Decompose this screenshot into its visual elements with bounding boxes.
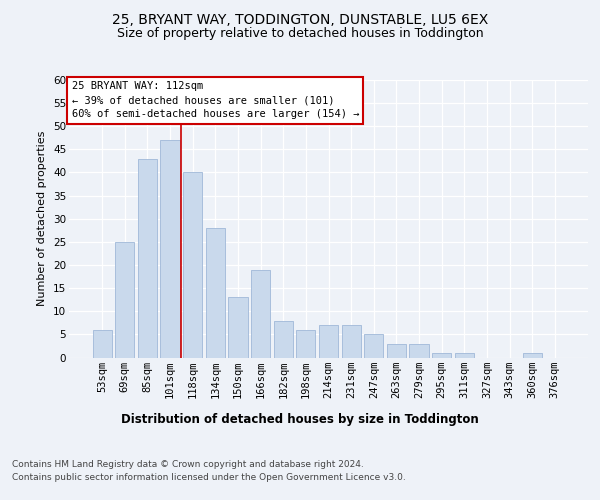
Bar xyxy=(115,242,134,358)
Bar xyxy=(523,353,542,358)
Text: Contains HM Land Registry data © Crown copyright and database right 2024.: Contains HM Land Registry data © Crown c… xyxy=(12,460,364,469)
Bar xyxy=(455,353,474,358)
Text: 25, BRYANT WAY, TODDINGTON, DUNSTABLE, LU5 6EX: 25, BRYANT WAY, TODDINGTON, DUNSTABLE, L… xyxy=(112,12,488,26)
Text: Distribution of detached houses by size in Toddington: Distribution of detached houses by size … xyxy=(121,412,479,426)
Bar xyxy=(206,228,225,358)
Bar xyxy=(387,344,406,357)
Bar xyxy=(92,330,112,357)
Text: Size of property relative to detached houses in Toddington: Size of property relative to detached ho… xyxy=(116,28,484,40)
Bar xyxy=(251,270,270,358)
Text: Contains public sector information licensed under the Open Government Licence v3: Contains public sector information licen… xyxy=(12,473,406,482)
Bar xyxy=(341,325,361,358)
Bar xyxy=(296,330,316,357)
Bar xyxy=(432,353,451,358)
Bar xyxy=(138,158,157,358)
Bar xyxy=(364,334,383,357)
Text: 25 BRYANT WAY: 112sqm
← 39% of detached houses are smaller (101)
60% of semi-det: 25 BRYANT WAY: 112sqm ← 39% of detached … xyxy=(71,82,359,120)
Bar xyxy=(409,344,428,357)
Y-axis label: Number of detached properties: Number of detached properties xyxy=(37,131,47,306)
Bar xyxy=(183,172,202,358)
Bar xyxy=(319,325,338,358)
Bar xyxy=(274,320,293,358)
Bar xyxy=(229,298,248,358)
Bar xyxy=(160,140,180,358)
